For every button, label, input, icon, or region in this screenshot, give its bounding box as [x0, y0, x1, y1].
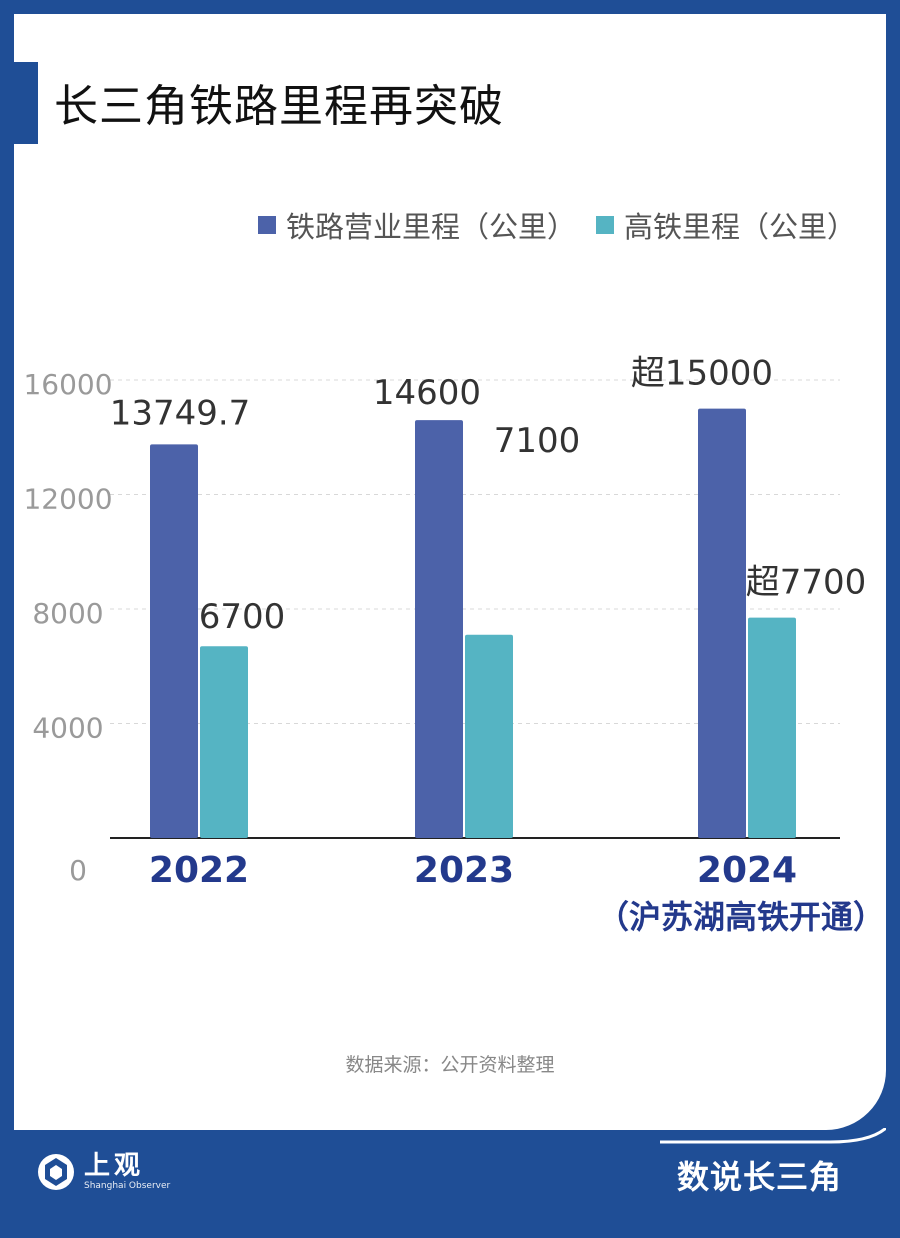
brand-name: 数说长三角 — [676, 1158, 842, 1196]
bar-railway-2024 — [698, 408, 746, 838]
data-label-railway-2022: 13749.7 — [110, 393, 251, 433]
data-label-hsr-2024: 超7700 — [746, 563, 867, 603]
bar-hsr-2023 — [465, 634, 513, 838]
x-category-note-2024: （沪苏湖高铁开通） — [597, 898, 885, 936]
bar-hsr-2022 — [200, 646, 248, 838]
legend: 铁路营业里程（公里） 高铁里程（公里） — [238, 204, 856, 246]
legend-swatch-railway — [257, 216, 276, 234]
legend-label-railway: 铁路营业里程（公里） — [285, 210, 576, 244]
data-label-hsr-2022: 6700 — [199, 597, 286, 637]
bar-railway-2022 — [150, 444, 198, 838]
bar-railway-2023 — [415, 420, 463, 838]
bar-hsr-2024 — [748, 617, 796, 838]
x-category-label-2023: 2023 — [414, 850, 514, 891]
y-tick-label-16000: 16000 — [23, 368, 112, 401]
shanghai-observer-logo: 上观 Shanghai Observer — [36, 1152, 170, 1192]
y-tick-label-12000: 12000 — [23, 483, 112, 516]
data-source-note: 数据来源：公开资料整理 — [345, 1054, 555, 1076]
logo-text-cn: 上观 — [84, 1151, 145, 1181]
data-label-hsr-2023: 7100 — [494, 421, 581, 461]
chart-card: 长三角铁路里程再突破 铁路营业里程（公里） 高铁里程（公里） 0 4000 8000… — [14, 14, 886, 1130]
x-category-label-2022: 2022 — [149, 850, 249, 891]
x-category-label-2024: 2024 — [697, 850, 797, 891]
y-tick-label-4000: 4000 — [32, 712, 103, 745]
data-label-railway-2023: 14600 — [373, 373, 481, 413]
shanghai-observer-logo-icon — [38, 1154, 74, 1190]
data-label-railway-2024: 超15000 — [631, 354, 773, 394]
legend-item-hsr: 高铁里程（公里） — [595, 204, 856, 246]
y-tick-label-8000: 8000 — [32, 597, 103, 630]
title-accent-bar — [14, 62, 38, 144]
logo-text-en: Shanghai Observer — [84, 1181, 171, 1191]
decorative-curve — [660, 1128, 886, 1144]
legend-label-hsr: 高铁里程（公里） — [623, 210, 856, 244]
legend-swatch-hsr — [595, 216, 614, 234]
chart-title: 长三角铁路里程再突破 — [54, 81, 504, 132]
y-tick-label-0: 0 — [69, 854, 87, 887]
legend-item-railway: 铁路营业里程（公里） — [257, 204, 576, 246]
